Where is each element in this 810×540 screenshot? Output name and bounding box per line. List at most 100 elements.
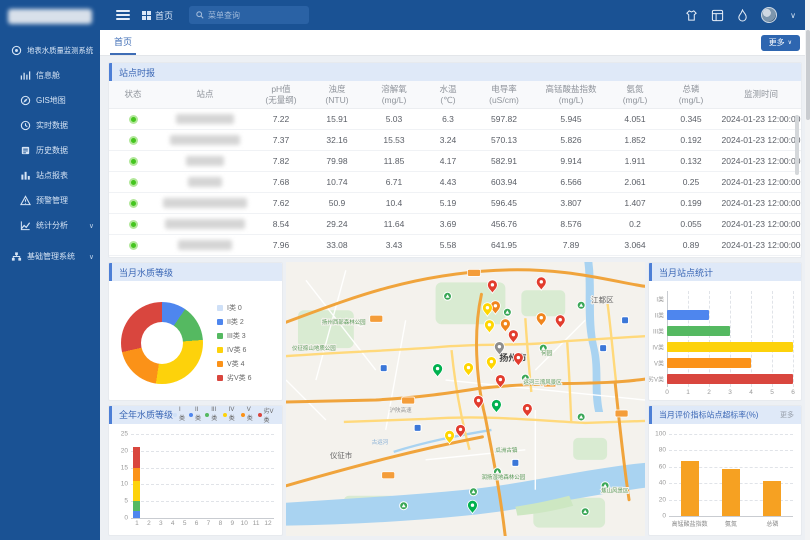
layout-screen-icon[interactable]	[711, 9, 724, 22]
hbar-II类[interactable]	[667, 310, 709, 320]
hbar-IV类[interactable]	[667, 342, 793, 352]
flame-icon[interactable]	[737, 9, 748, 22]
sidebar-group-surface-water-system[interactable]: 地表水质量监测系统 ∧	[0, 38, 100, 63]
metric-value: 597.82	[473, 109, 535, 130]
x-axis-tick: 10	[241, 518, 248, 527]
metric-value: 7.62	[253, 193, 309, 214]
y-axis-tick: 80	[659, 447, 669, 454]
y-axis-label: II类	[655, 311, 667, 320]
park-poi-icon	[469, 488, 477, 496]
metric-value: 5.945	[535, 109, 607, 130]
page-scrollbar[interactable]	[805, 0, 810, 540]
water-grade-donut-chart[interactable]	[121, 302, 203, 384]
hamburger-menu-icon[interactable]	[116, 8, 130, 22]
sidebar-item-alert-management[interactable]: 预警管理	[0, 188, 100, 213]
legend-swatch	[217, 333, 223, 339]
legend-item[interactable]: 劣V类	[258, 406, 276, 424]
sidebar-item-gis-map[interactable]: GIS地图	[0, 88, 100, 113]
legend-item[interactable]: V类	[241, 406, 254, 424]
metric-value: 6.71	[365, 172, 423, 193]
panel-title: 全年水质等级	[119, 408, 173, 421]
transit-poi-icon	[512, 459, 519, 466]
hbar-V类[interactable]	[667, 358, 751, 368]
breadcrumb-home[interactable]: 首页	[142, 9, 173, 22]
annual-grade-stacked-bar-chart[interactable]: 0 5 10 15 20 25123456789101112	[131, 434, 274, 518]
user-avatar[interactable]	[761, 7, 777, 23]
sidebar-item-label: 预警管理	[36, 195, 68, 206]
status-ok-dot	[129, 157, 138, 166]
legend-item[interactable]: III类	[205, 406, 219, 424]
panel-title: 当月评价指标站点超标率(%)	[659, 409, 758, 420]
tab-home[interactable]: 首页	[110, 30, 136, 55]
sidebar-item-info-hub[interactable]: 信息舱	[0, 63, 100, 88]
legend-item[interactable]: II类 2	[217, 317, 252, 327]
monitor-time: 2024-01-23 12:00:00	[719, 109, 802, 130]
bar-氨氮[interactable]	[722, 469, 740, 516]
more-button[interactable]: 更多∨	[761, 35, 800, 51]
column-header: 总磷(mg/L)	[663, 81, 719, 109]
monitor-time: 2024-01-23 12:00:00	[719, 130, 802, 151]
menu-search-input[interactable]: 菜单查询	[189, 6, 309, 24]
metric-value: 570.13	[473, 130, 535, 151]
hbar-III类[interactable]	[667, 326, 730, 336]
legend-item[interactable]: I类 0	[217, 303, 252, 313]
legend-item[interactable]: II类	[189, 406, 201, 424]
map-label: 瓜洲古镇	[495, 446, 517, 454]
bar-总磷[interactable]	[763, 481, 781, 516]
y-axis-tick: 0	[124, 514, 131, 521]
alert-management-icon	[20, 195, 31, 206]
donut-legend: I类 0 II类 2 III类 3 IV类 6 V类 4 劣V类 6	[217, 303, 252, 383]
station-name-redacted	[178, 240, 232, 250]
metric-value: 3.24	[423, 130, 473, 151]
sidebar-item-label: 实时数据	[36, 120, 68, 131]
x-axis-tick: 2	[707, 387, 711, 396]
breadcrumb-label: 首页	[155, 9, 173, 22]
sidebar-item-label: 信息舱	[36, 70, 60, 81]
topbar: 首页 菜单查询 ∨	[100, 0, 810, 30]
metric-value: 456.76	[473, 214, 535, 235]
table-scrollbar[interactable]	[795, 115, 799, 175]
metric-value: 32.16	[309, 130, 365, 151]
column-header: 监测时间	[719, 81, 802, 109]
legend-item[interactable]: III类 3	[217, 331, 252, 341]
theme-skin-icon[interactable]	[685, 9, 698, 22]
metric-value: 603.94	[473, 172, 535, 193]
station-hourly-report-panel: 站点时报 状态站点pH值(无量纲)浊度(NTU)溶解氧(mg/L)水温(℃)电导…	[108, 62, 802, 258]
table-row: 7.6250.910.45.19596.453.8071.4070.199202…	[109, 193, 802, 214]
legend-item[interactable]: I类	[173, 406, 185, 424]
y-axis-label: 劣V类	[648, 375, 667, 384]
station-stats-hbar-chart[interactable]: 0 1 2 3 4 5 6I类II类III类IV类V类劣V类	[667, 291, 793, 387]
status-ok-dot	[129, 178, 138, 187]
hbar-劣V类[interactable]	[667, 374, 793, 384]
legend-item[interactable]: V类 4	[217, 359, 252, 369]
bar-高锰酸盐指数[interactable]	[681, 461, 699, 516]
legend-item[interactable]: IV类	[223, 406, 237, 424]
sidebar-item-statistics[interactable]: 统计分析 ∨	[0, 213, 100, 238]
metric-value: 1.911	[607, 151, 663, 172]
user-menu-chevron-icon[interactable]: ∨	[790, 11, 796, 20]
sidebar-item-history-data[interactable]: 历史数据	[0, 138, 100, 163]
panel-title: 当月站点统计	[659, 266, 713, 279]
sidebar-item-station-report[interactable]: 站点报表	[0, 163, 100, 188]
exceed-rate-bar-chart[interactable]: 0 20 40 60 80 100 高锰酸盐指数 氨氮 总磷	[669, 434, 793, 516]
panel-title: 当月水质等级	[119, 266, 173, 279]
station-name-redacted	[186, 156, 224, 166]
table-row: 7.3732.1615.533.24570.135.8261.8520.1922…	[109, 130, 802, 151]
column-header: 高锰酸盐指数(mg/L)	[535, 81, 607, 109]
sidebar-group-base-management[interactable]: 基础管理系统 ∨	[0, 244, 100, 269]
sidebar-item-label: 统计分析	[36, 220, 68, 231]
panel-more-link[interactable]: 更多	[780, 410, 794, 420]
metric-value: 0.199	[663, 193, 719, 214]
history-data-icon	[20, 145, 31, 156]
statistics-icon	[20, 220, 31, 231]
station-map[interactable]: 扬州市江都区仪征市扬州西部森林公园仪征捺山地质公园何园运河三湾风景区古运河沪陕高…	[286, 262, 645, 536]
map-label: 运河三湾风景区	[523, 378, 562, 386]
legend-item[interactable]: IV类 6	[217, 345, 252, 355]
chevron-down-icon: ∨	[89, 222, 94, 230]
metric-value: 33.08	[309, 235, 365, 256]
x-axis-tick: 5	[183, 518, 187, 527]
stacked-bar-month-1[interactable]	[133, 447, 140, 518]
sidebar-item-realtime-data[interactable]: 实时数据	[0, 113, 100, 138]
x-axis-tick: 1	[135, 518, 139, 527]
legend-item[interactable]: 劣V类 6	[217, 373, 252, 383]
